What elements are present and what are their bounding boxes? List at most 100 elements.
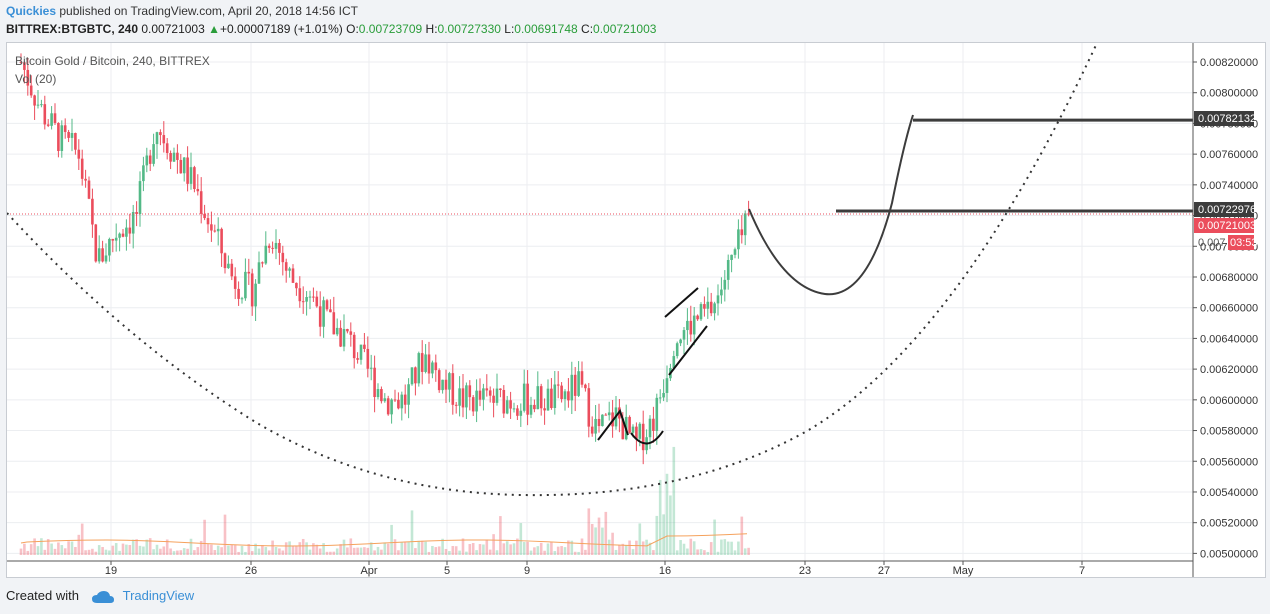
candle-body bbox=[376, 389, 380, 398]
candle-body bbox=[703, 304, 706, 309]
volume-bar bbox=[747, 547, 750, 555]
countdown-text: 03:53 bbox=[1230, 237, 1258, 249]
candle-body bbox=[43, 104, 47, 125]
created-with-text: Created with bbox=[6, 588, 79, 603]
volume-bar bbox=[315, 544, 319, 555]
chart-panel[interactable]: Bitcoin Gold / Bitcoin, 240, BITTREX Vol… bbox=[6, 42, 1266, 578]
volume-bar bbox=[580, 538, 584, 555]
volume-bar bbox=[26, 550, 30, 555]
volume-bar bbox=[135, 539, 138, 555]
candle-body bbox=[288, 268, 291, 271]
candle-body bbox=[580, 371, 584, 385]
time-axis[interactable]: 19 26 Apr 5 9 16 23 27 May 7 bbox=[7, 560, 1193, 577]
volume-bar bbox=[284, 542, 288, 555]
volume-bar bbox=[274, 546, 278, 555]
candle-body bbox=[706, 301, 710, 309]
symbol-label: BITTREX:BTGBTC, 240 bbox=[6, 22, 139, 36]
volume-bar bbox=[325, 551, 329, 555]
level-price-tag bbox=[1194, 202, 1254, 217]
volume-bar bbox=[529, 550, 533, 555]
candle-body bbox=[254, 283, 257, 307]
volume-bar bbox=[410, 510, 414, 555]
candle-body bbox=[301, 301, 305, 303]
candle-body bbox=[40, 104, 43, 106]
candle-body bbox=[369, 367, 373, 369]
candle-body bbox=[237, 288, 240, 299]
candle-body bbox=[325, 300, 329, 310]
candle-body bbox=[230, 263, 234, 277]
candles bbox=[19, 53, 750, 465]
candle-body bbox=[80, 158, 84, 179]
volume-bar bbox=[567, 540, 570, 555]
candle-body bbox=[444, 379, 448, 390]
volume-bar bbox=[441, 538, 444, 555]
volume-bar bbox=[522, 542, 526, 555]
candle-body bbox=[111, 238, 115, 241]
volume-bar bbox=[237, 551, 240, 555]
volume-bar bbox=[233, 545, 237, 555]
candle-body bbox=[220, 228, 223, 254]
candle-body bbox=[386, 398, 390, 415]
volume-bar bbox=[305, 542, 308, 555]
volume-bar bbox=[291, 545, 295, 555]
volume-bar bbox=[254, 543, 257, 555]
volume-bar bbox=[482, 544, 485, 555]
volume-bar bbox=[193, 550, 196, 555]
candle-body bbox=[529, 404, 533, 415]
volume-bar bbox=[267, 550, 271, 555]
volume-bar bbox=[210, 544, 213, 555]
author-name[interactable]: Quickies bbox=[6, 4, 57, 18]
candle-body bbox=[607, 412, 611, 416]
volume-bar bbox=[383, 542, 387, 555]
y-tick-label: 0.00680000 bbox=[1200, 272, 1258, 284]
price-chart[interactable]: Bitcoin Gold / Bitcoin, 240, BITTREX Vol… bbox=[6, 42, 1265, 577]
candle-body bbox=[53, 113, 57, 123]
candle-body bbox=[723, 279, 727, 290]
tradingview-link[interactable]: TradingView bbox=[122, 588, 195, 603]
candle-body bbox=[210, 224, 213, 231]
volume-bar bbox=[176, 550, 179, 555]
volume-bar bbox=[223, 514, 227, 555]
volume-bar bbox=[125, 544, 128, 555]
candle-body bbox=[227, 263, 230, 269]
volume-bar bbox=[295, 545, 298, 555]
candle-body bbox=[23, 62, 26, 70]
candle-body bbox=[492, 395, 495, 403]
price-axis[interactable]: 0.008200000.008000000.007800000.00760000… bbox=[1192, 43, 1258, 577]
candle-body bbox=[305, 297, 308, 302]
volume-bar bbox=[301, 538, 305, 555]
candle-body bbox=[271, 247, 274, 249]
price-change: +0.00007189 (+1.01%) bbox=[220, 22, 343, 36]
volume-bar bbox=[74, 546, 77, 555]
volume-bar bbox=[604, 511, 608, 555]
volume-bar bbox=[655, 515, 659, 555]
close-label: C: bbox=[581, 22, 594, 36]
volume-bar bbox=[662, 514, 665, 555]
volume-bar bbox=[339, 544, 342, 555]
candle-body bbox=[97, 248, 101, 262]
candle-body bbox=[621, 418, 625, 440]
flag-lower-line bbox=[668, 325, 708, 376]
volume-bar bbox=[33, 538, 36, 555]
volume-bars bbox=[19, 446, 750, 555]
candle-body bbox=[114, 237, 118, 241]
candle-body bbox=[182, 157, 186, 174]
volume-bar bbox=[91, 548, 94, 555]
volume-bar bbox=[682, 543, 686, 555]
candle-body bbox=[488, 390, 492, 396]
candle-body bbox=[118, 233, 121, 238]
y-tick-label: 0.00600000 bbox=[1200, 395, 1258, 407]
candle-body bbox=[604, 414, 608, 416]
volume-bar bbox=[159, 548, 162, 555]
candle-body bbox=[441, 379, 444, 391]
volume-bar bbox=[488, 549, 492, 555]
volume-bar bbox=[40, 538, 43, 555]
candle-body bbox=[393, 399, 397, 401]
volume-bar bbox=[692, 541, 696, 555]
candle-body bbox=[512, 408, 516, 410]
volume-bar bbox=[675, 550, 679, 555]
candle-body bbox=[67, 131, 70, 138]
volume-bar bbox=[250, 551, 254, 555]
volume-bar bbox=[114, 543, 118, 555]
candle-body bbox=[213, 230, 217, 232]
